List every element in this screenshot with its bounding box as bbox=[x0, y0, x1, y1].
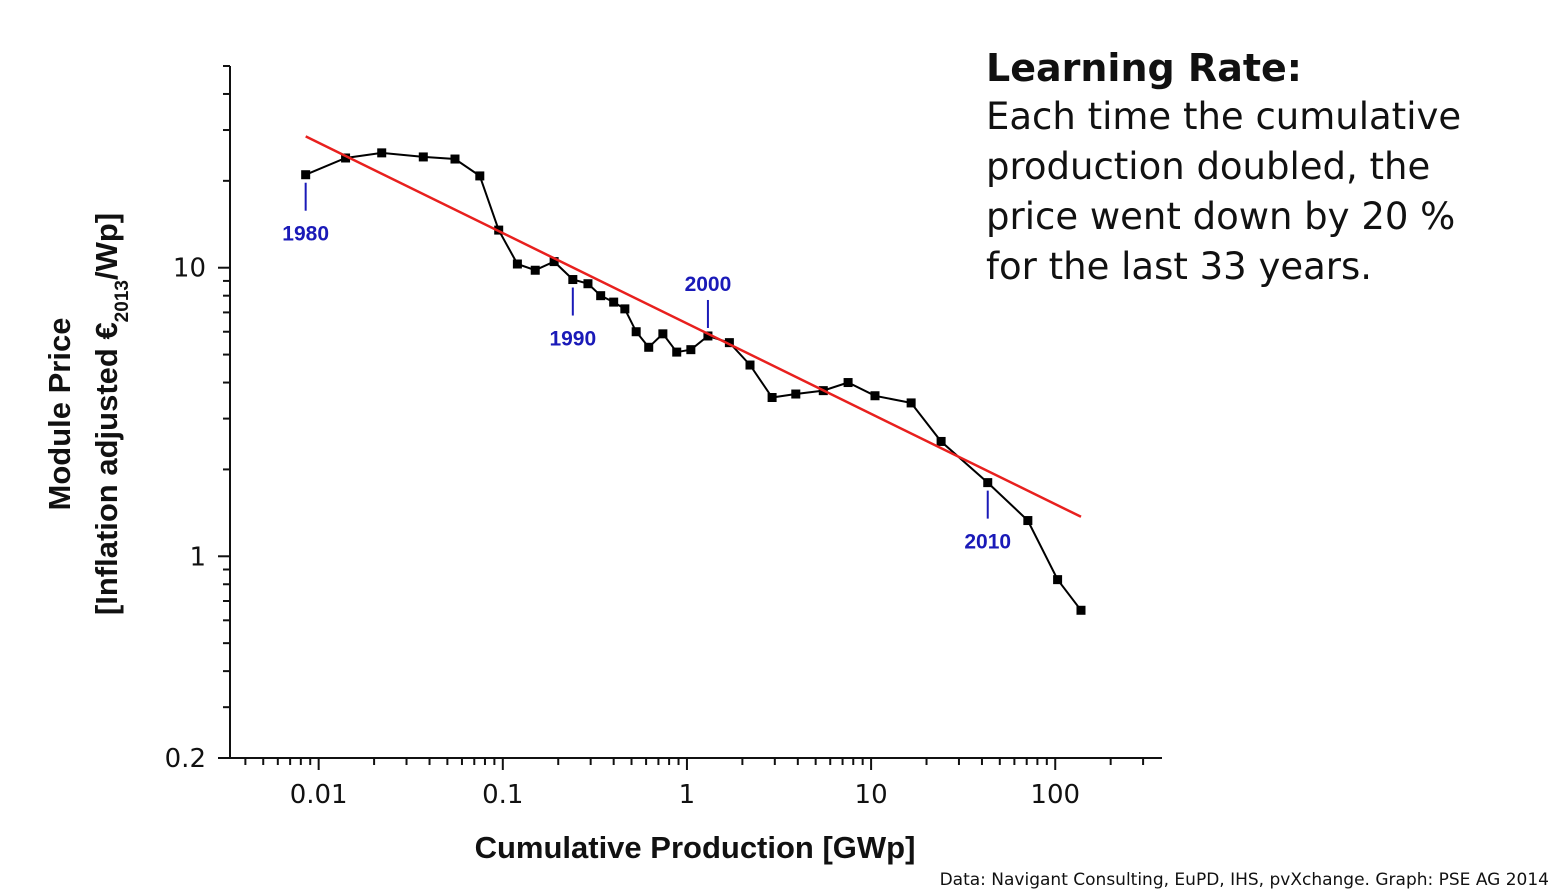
y-axis-title-line1: Module Price bbox=[42, 318, 77, 511]
data-series bbox=[301, 135, 1086, 615]
data-point-marker bbox=[620, 304, 630, 314]
data-point-marker bbox=[936, 436, 946, 446]
tick-labels: 0.01 0.1 1 10 100 0.2 1 10 bbox=[165, 254, 1080, 810]
data-point-marker bbox=[549, 257, 559, 267]
x-tick-label: 0.1 bbox=[482, 780, 523, 810]
x-tick-label: 1 bbox=[679, 780, 696, 810]
y-tick-label: 1 bbox=[189, 542, 206, 572]
data-point-marker bbox=[568, 275, 578, 285]
data-point-marker bbox=[870, 391, 880, 401]
data-point-marker bbox=[530, 265, 540, 275]
learning-rate-line-3: price went down by 20 % bbox=[986, 195, 1456, 238]
data-point-marker bbox=[686, 345, 696, 355]
year-annotations: 1980 1990 2000 2010 bbox=[282, 182, 1011, 554]
x-axis-title: Cumulative Production [GWp] bbox=[475, 830, 916, 865]
data-point-marker bbox=[703, 331, 713, 341]
data-point-marker bbox=[672, 347, 682, 357]
data-point-marker bbox=[767, 393, 777, 403]
data-point-marker bbox=[609, 297, 619, 307]
x-tick-label: 10 bbox=[855, 780, 888, 810]
x-tick-label: 100 bbox=[1030, 780, 1080, 810]
data-point-marker bbox=[724, 338, 734, 348]
source-note: Data: Navigant Consulting, EuPD, IHS, pv… bbox=[939, 870, 1549, 890]
price-line bbox=[305, 151, 1082, 611]
y-axis-title-line2: [Inflation adjusted €2013/Wp] bbox=[89, 213, 133, 615]
year-label: 2000 bbox=[685, 273, 732, 296]
data-point-marker bbox=[418, 152, 428, 162]
data-point-marker bbox=[791, 389, 801, 399]
y-axis-title-suffix: /Wp] bbox=[89, 213, 124, 280]
data-point-marker bbox=[1053, 575, 1063, 585]
data-point-marker bbox=[745, 360, 755, 370]
tick-marks bbox=[218, 65, 1145, 770]
learning-rate-line-1: Each time the cumulative bbox=[986, 95, 1462, 138]
trend-line bbox=[305, 135, 1082, 518]
data-point-marker bbox=[341, 153, 351, 163]
y-tick-label: 0.2 bbox=[165, 744, 206, 774]
data-point-marker bbox=[512, 259, 522, 269]
y-axis-title: Module Price [Inflation adjusted €2013/W… bbox=[42, 213, 133, 615]
y-axis-title-prefix: [Inflation adjusted € bbox=[89, 322, 124, 615]
learning-rate-line-2: production doubled, the bbox=[986, 145, 1431, 188]
data-point-marker bbox=[843, 378, 853, 388]
year-label: 1980 bbox=[282, 223, 329, 246]
data-point-marker bbox=[377, 148, 387, 158]
data-point-marker bbox=[658, 329, 668, 339]
y-axis-title-subscript: 2013 bbox=[112, 280, 133, 322]
y-tick-label: 10 bbox=[173, 254, 206, 284]
data-point-marker bbox=[596, 291, 606, 301]
learning-rate-title: Learning Rate: bbox=[986, 46, 1302, 90]
data-point-marker bbox=[1023, 516, 1033, 526]
x-tick-label: 0.01 bbox=[290, 780, 348, 810]
data-point-marker bbox=[983, 478, 993, 488]
learning-rate-box: Learning Rate: Each time the cumulative … bbox=[986, 44, 1546, 292]
learning-rate-line-4: for the last 33 years. bbox=[986, 245, 1373, 288]
data-point-marker bbox=[644, 342, 654, 352]
data-point-marker bbox=[475, 171, 485, 181]
data-point-marker bbox=[450, 154, 460, 164]
data-point-marker bbox=[631, 327, 641, 337]
year-label: 2010 bbox=[964, 531, 1011, 554]
year-label: 1990 bbox=[549, 328, 596, 351]
data-point-marker bbox=[583, 279, 593, 289]
data-point-marker bbox=[301, 170, 311, 180]
data-point-marker bbox=[906, 398, 916, 408]
data-point-marker bbox=[1076, 605, 1086, 615]
